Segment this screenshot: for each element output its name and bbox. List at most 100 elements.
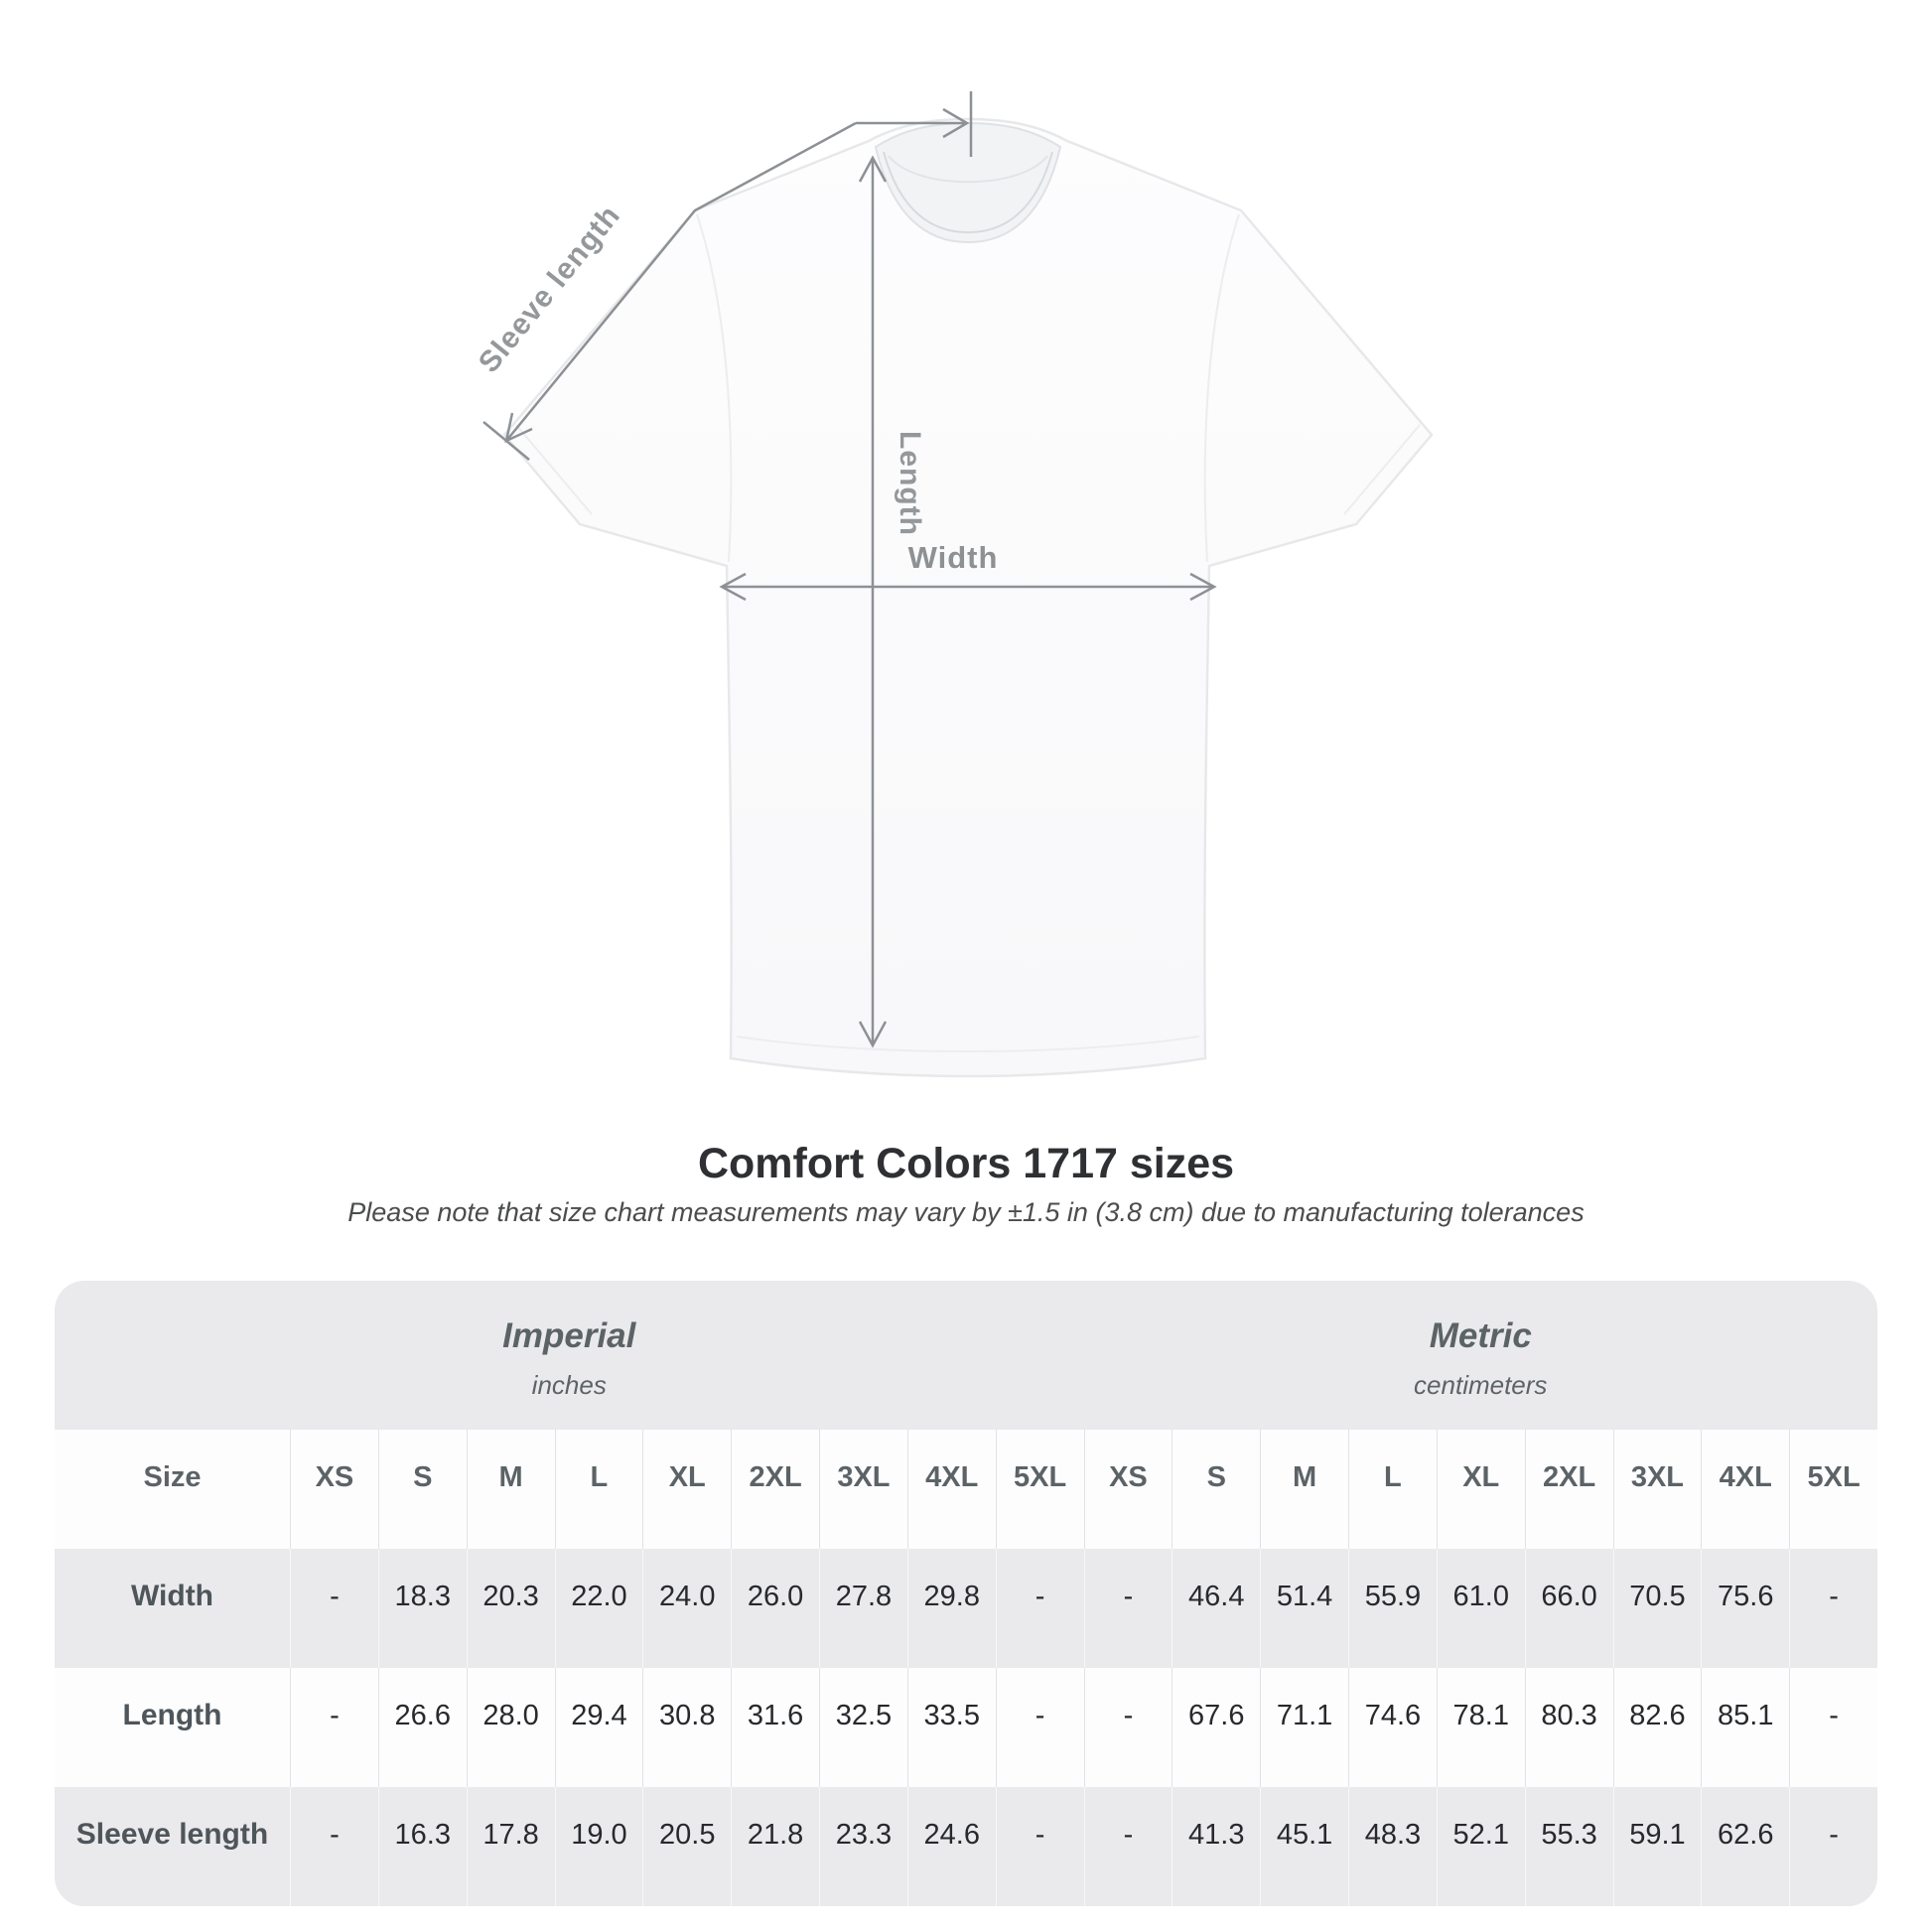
sleeve-length-line: [505, 121, 857, 442]
value-cell: -: [1083, 1668, 1173, 1787]
size-col-header: 5XL: [995, 1430, 1084, 1549]
size-col-header: 4XL: [906, 1430, 996, 1549]
value-cell: 75.6: [1701, 1549, 1789, 1668]
row-label: Width: [130, 1580, 214, 1612]
value-cell: 52.1: [1436, 1787, 1525, 1906]
value-cell: 20.5: [642, 1787, 731, 1906]
table-row: Sleeve length -16.3 17.8 19.0 20.5 21.8 23.3 24…: [55, 1787, 1877, 1906]
size-col-header: 2XL: [731, 1430, 819, 1549]
sleeve-end-tick: [483, 421, 530, 461]
value-cell: 21.8: [731, 1787, 819, 1906]
value-cell: 23.3: [819, 1787, 907, 1906]
value-cell: 71.1: [1260, 1668, 1348, 1787]
value-cell: 48.3: [1348, 1787, 1437, 1906]
value-cell: 82.6: [1612, 1668, 1702, 1787]
value-cell: 26.0: [731, 1549, 819, 1668]
tshirt-measurement-diagram: Sleeve length Length Width: [473, 91, 1434, 1078]
arrowhead-down-icon: [858, 1021, 888, 1048]
size-col-header: 4XL: [1701, 1430, 1789, 1549]
size-col-header: 3XL: [819, 1430, 907, 1549]
value-cell: 30.8: [642, 1668, 731, 1787]
length-label: Length: [894, 431, 926, 536]
value-cell: 31.6: [731, 1668, 819, 1787]
size-col-header: 2XL: [1524, 1430, 1613, 1549]
value-cell: 59.1: [1612, 1787, 1702, 1906]
row-label: Length: [122, 1699, 222, 1731]
value-cell: 29.4: [554, 1668, 643, 1787]
value-cell: 51.4: [1260, 1549, 1348, 1668]
width-label: Width: [908, 540, 999, 575]
value-cell: 26.6: [377, 1668, 467, 1787]
tshirt-illustration: [502, 117, 1434, 1078]
value-cell: 70.5: [1612, 1549, 1702, 1668]
value-cell: 18.3: [377, 1549, 467, 1668]
size-col-header: M: [1260, 1430, 1348, 1549]
value-cell: 46.4: [1172, 1549, 1260, 1668]
table-row: Width -18.3 20.3 22.0 24.0 26.0 27.8 29.8- -46.4…: [55, 1549, 1877, 1668]
value-cell: 78.1: [1436, 1668, 1525, 1787]
size-corner-header: Size: [143, 1460, 202, 1493]
row-label: Sleeve length: [75, 1818, 269, 1851]
unit-group-header-row: Imperial inches Metric centimeters: [55, 1281, 1877, 1430]
value-cell: -: [290, 1549, 378, 1668]
value-cell: 61.0: [1436, 1549, 1525, 1668]
value-cell: 27.8: [819, 1549, 907, 1668]
value-cell: -: [1789, 1549, 1877, 1668]
size-col-header: XL: [1436, 1430, 1525, 1549]
size-col-header: 3XL: [1612, 1430, 1702, 1549]
value-cell: 16.3: [377, 1787, 467, 1906]
page-title: Comfort Colors 1717 sizes: [697, 1140, 1235, 1187]
value-cell: -: [290, 1668, 378, 1787]
metric-label: Metric: [1429, 1315, 1532, 1355]
size-col-header: XL: [642, 1430, 731, 1549]
metric-group-header: Metric centimeters: [1084, 1281, 1878, 1430]
value-cell: -: [1789, 1787, 1877, 1906]
value-cell: 22.0: [554, 1549, 643, 1668]
size-col-header: M: [466, 1430, 555, 1549]
size-col-header: S: [377, 1430, 467, 1549]
value-cell: -: [1083, 1787, 1173, 1906]
imperial-unit-label: inches: [531, 1369, 607, 1400]
value-cell: -: [290, 1787, 378, 1906]
value-cell: 29.8: [906, 1549, 996, 1668]
value-cell: -: [1789, 1668, 1877, 1787]
value-cell: 66.0: [1524, 1549, 1613, 1668]
arrowhead-right2-icon: [1189, 572, 1217, 602]
value-cell: 74.6: [1348, 1668, 1437, 1787]
size-table: Imperial inches Metric centimeters Size …: [55, 1281, 1877, 1906]
size-col-header: XS: [290, 1430, 378, 1549]
size-col-header: L: [1348, 1430, 1437, 1549]
page-subtitle: Please note that size chart measurements…: [347, 1197, 1585, 1227]
value-cell: 55.3: [1524, 1787, 1613, 1906]
imperial-group-header: Imperial inches: [55, 1281, 1084, 1430]
arrowhead-left-icon: [719, 572, 747, 602]
value-cell: 19.0: [554, 1787, 643, 1906]
value-cell: 33.5: [906, 1668, 996, 1787]
value-cell: -: [995, 1549, 1084, 1668]
value-cell: 85.1: [1701, 1668, 1789, 1787]
metric-unit-label: centimeters: [1414, 1369, 1548, 1400]
arrowhead-right-icon: [942, 107, 970, 139]
value-cell: -: [995, 1668, 1084, 1787]
value-cell: 67.6: [1172, 1668, 1260, 1787]
value-cell: 55.9: [1348, 1549, 1437, 1668]
value-cell: -: [1083, 1549, 1173, 1668]
value-cell: 17.8: [466, 1787, 555, 1906]
size-col-header: 5XL: [1789, 1430, 1877, 1549]
size-col-header: XS: [1083, 1430, 1173, 1549]
size-col-header: L: [554, 1430, 643, 1549]
value-cell: -: [995, 1787, 1084, 1906]
arrowhead-up-icon: [858, 155, 888, 183]
value-cell: 80.3: [1524, 1668, 1613, 1787]
size-header-row: Size XS S M L XL 2XL 3XL 4XL 5XL XS S M L XL 2XL 3XL 4XL…: [55, 1430, 1877, 1549]
value-cell: 20.3: [466, 1549, 555, 1668]
value-cell: 24.6: [906, 1787, 996, 1906]
table-row: Length -26.6 28.0 29.4 30.8 31.6 32.5 33.5- -67.…: [55, 1668, 1877, 1787]
value-cell: 28.0: [466, 1668, 555, 1787]
value-cell: 24.0: [642, 1549, 731, 1668]
value-cell: 45.1: [1260, 1787, 1348, 1906]
value-cell: 62.6: [1701, 1787, 1789, 1906]
value-cell: 32.5: [819, 1668, 907, 1787]
value-cell: 41.3: [1172, 1787, 1260, 1906]
